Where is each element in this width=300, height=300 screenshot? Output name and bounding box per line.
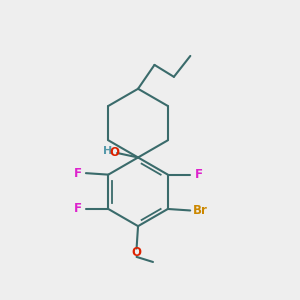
Text: O: O: [132, 246, 142, 259]
Text: F: F: [74, 202, 82, 215]
Text: F: F: [195, 168, 203, 181]
Text: O: O: [109, 146, 119, 159]
Text: Br: Br: [193, 204, 208, 217]
Text: H: H: [103, 146, 112, 156]
Text: F: F: [74, 167, 82, 180]
